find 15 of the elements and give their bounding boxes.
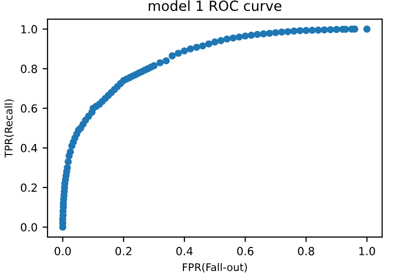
y-tick-label: 0.6	[20, 104, 38, 113]
y-tick-label: 0.4	[20, 144, 38, 152]
x-tick-label: 1.0	[359, 246, 376, 256]
x-axis-title: FPR(Fall-out)	[182, 263, 247, 272]
x-tick-label: 0.0	[54, 246, 71, 256]
x-tick-label: 0.6	[237, 246, 254, 256]
y-axis-title: TPR(Recall)	[4, 99, 14, 158]
x-tick-label: 0.8	[298, 246, 314, 256]
y-tick-label: 1.0	[21, 25, 38, 34]
x-tick-label: 0.2	[115, 246, 132, 256]
x-tick-label: 0.4	[176, 246, 193, 256]
y-tick-label: 0.8	[20, 64, 38, 74]
y-tick-label: 0.2	[20, 183, 37, 192]
chart-title: model 1 ROC curve	[148, 0, 282, 12]
y-tick-label: 0.0	[20, 223, 38, 232]
